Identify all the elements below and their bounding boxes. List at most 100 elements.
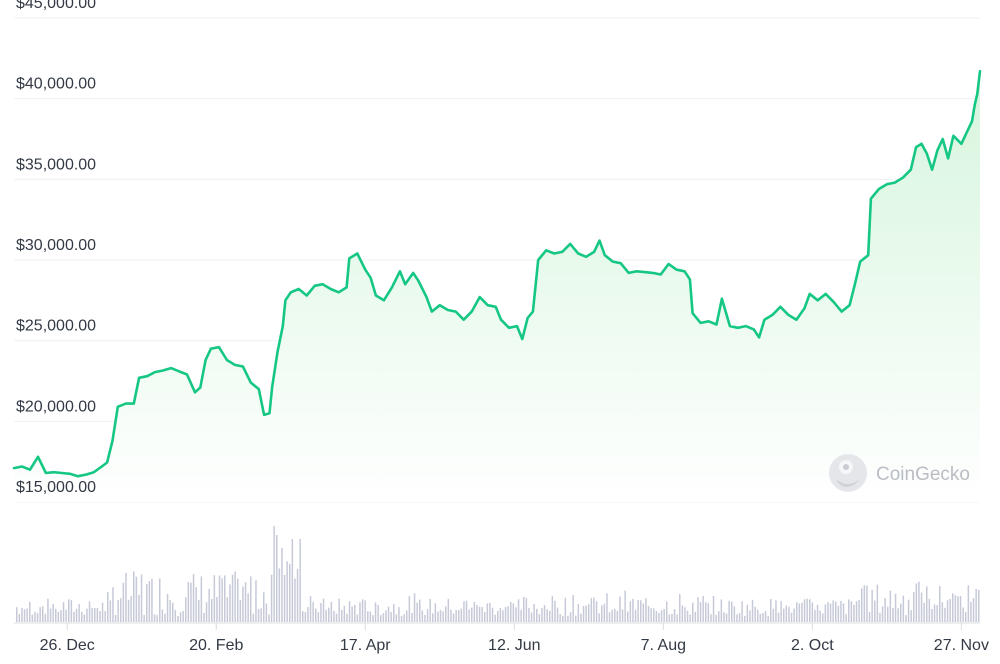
volume-bar [731,601,733,622]
volume-bar [593,597,595,622]
volume-bar [218,575,221,622]
volume-bar [231,574,234,622]
volume-bar [554,600,556,622]
volume-bar [801,602,803,622]
volume-bar [130,596,132,622]
volume-bar [320,603,322,622]
volume-bar [928,598,931,622]
x-axis: 26. Dec 20. Feb 17. Apr 12. Jun 7. Aug 2. Oct… [14,622,989,654]
volume-bar [333,611,335,622]
volume-bar [536,608,538,622]
volume-bar [260,608,262,622]
volume-bar [283,574,286,622]
y-tick-label: $20,000.00 [16,398,96,415]
x-tick-label: 20. Feb [189,637,243,654]
volume-bar [723,612,725,622]
volume-bar [897,608,899,622]
volume-bar [621,609,624,622]
volume-bar [746,604,749,622]
volume-bar [88,601,91,622]
volume-bar [361,599,364,622]
volume-bar [296,569,299,622]
volume-bar [775,600,777,622]
volume-bar [767,615,769,622]
volume-bar [543,605,546,622]
volume-bar [140,574,143,622]
volume-bar [263,592,265,622]
volume-bar [29,601,31,622]
volume-bar [226,597,229,622]
volume-bar [710,614,712,622]
volume-bar [816,604,819,622]
volume-bar [42,606,44,622]
volume-bar [871,589,873,622]
y-tick-label: $30,000.00 [16,237,96,254]
volume-bar [478,606,481,622]
volume-bar [348,601,351,622]
volume-bar [515,607,517,622]
watermark-text: CoinGecko [876,464,970,485]
volume-bar [273,525,275,622]
volume-bar [198,599,200,622]
volume-bar [68,599,70,622]
volume-bar [460,608,463,622]
volume-bar [673,609,676,622]
volume-bar [520,609,522,622]
volume-bar [803,599,806,622]
volume-bar [502,610,504,622]
volume-bar [328,607,330,622]
volume-bar [83,614,86,622]
volume-bar [473,601,476,622]
volume-bar [174,609,177,622]
volume-bar [172,602,174,622]
volume-bar [913,592,915,622]
volume-bar [785,605,788,622]
volume-bar [343,606,346,622]
volume-bar [702,596,704,622]
volume-bar [60,610,62,622]
volume-bar [868,611,871,622]
volume-bar [666,601,668,622]
y-tick-label: $40,000.00 [16,76,96,93]
volume-bar [354,605,356,622]
volume-bar [876,584,879,622]
volume-bar [931,609,933,622]
volume-bar [112,587,114,622]
volume-bar [398,607,400,622]
volume-bar [161,609,164,622]
volume-bar [793,608,795,622]
volume-bar [224,575,226,622]
volume-bar [494,614,496,622]
volume-bar [647,606,650,622]
volume-bar [471,607,473,622]
volume-bar [814,609,816,622]
volume-bar [458,610,460,622]
volume-bar [62,602,65,622]
volume-bar [650,608,652,622]
volume-bar [686,610,689,622]
volume-bar [915,583,918,622]
volume-bar [507,606,509,622]
volume-bar [182,611,184,622]
volume-bar [549,610,551,622]
volume-bar [465,600,468,622]
volume-bar [330,601,333,622]
y-axis: $15,000.00 $20,000.00 $25,000.00 $30,000.00… [16,0,96,496]
volume-bar [166,594,169,622]
volume-bar [400,615,403,622]
volume-bar [346,613,348,622]
volume-bar [463,601,465,622]
volume-bar [822,613,824,622]
volume-bar [697,597,699,622]
volume-bar [783,608,785,622]
volume-bar [192,574,195,622]
volume-bar [356,614,359,622]
volume-bar [811,602,814,622]
volume-bar [749,610,751,622]
volume-bar [627,611,629,622]
volume-bar [632,598,634,622]
volume-bar [762,612,764,622]
volume-bar [70,600,73,622]
volume-bar [289,563,291,622]
